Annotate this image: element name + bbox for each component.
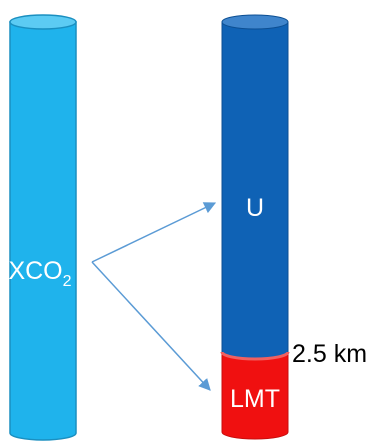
boundary-edge bbox=[220, 351, 290, 361]
arrow-to-lmt bbox=[91, 261, 211, 391]
arrow-to-u bbox=[91, 202, 217, 263]
u-section: U bbox=[221, 14, 289, 360]
xco2-label: XCO2 bbox=[8, 257, 71, 290]
lmt-label: LMT bbox=[230, 385, 280, 413]
lmt-section-body bbox=[221, 351, 289, 440]
boundary-altitude-label: 2.5 km bbox=[292, 340, 367, 368]
u-label: U bbox=[246, 194, 264, 222]
xco2-column-body bbox=[9, 21, 77, 441]
xco2-column-top bbox=[9, 14, 77, 30]
u-section-body bbox=[221, 21, 289, 360]
xco2-column: XCO2 bbox=[8, 14, 77, 441]
lmt-section: LMT bbox=[221, 351, 289, 440]
xco2-label-subscript: 2 bbox=[63, 273, 72, 290]
xco2-label-main: XCO bbox=[8, 257, 62, 285]
u-section-top bbox=[221, 14, 289, 30]
